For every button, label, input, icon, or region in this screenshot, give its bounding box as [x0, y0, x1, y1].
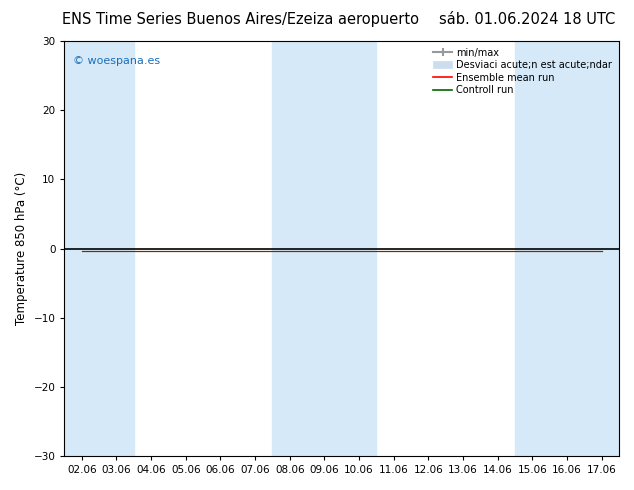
Bar [307, 41, 342, 456]
Bar [342, 41, 377, 456]
Bar [550, 41, 585, 456]
Text: ENS Time Series Buenos Aires/Ezeiza aeropuerto: ENS Time Series Buenos Aires/Ezeiza aero… [62, 12, 420, 27]
Bar [585, 41, 619, 456]
Text: © woespana.es: © woespana.es [73, 55, 160, 66]
Bar [99, 41, 134, 456]
Text: sáb. 01.06.2024 18 UTC: sáb. 01.06.2024 18 UTC [439, 12, 615, 27]
Bar [65, 41, 99, 456]
Bar [515, 41, 550, 456]
Y-axis label: Temperature 850 hPa (°C): Temperature 850 hPa (°C) [15, 172, 28, 325]
Bar [273, 41, 307, 456]
Legend: min/max, Desviaci acute;n est acute;ndar, Ensemble mean run, Controll run: min/max, Desviaci acute;n est acute;ndar… [431, 46, 614, 97]
